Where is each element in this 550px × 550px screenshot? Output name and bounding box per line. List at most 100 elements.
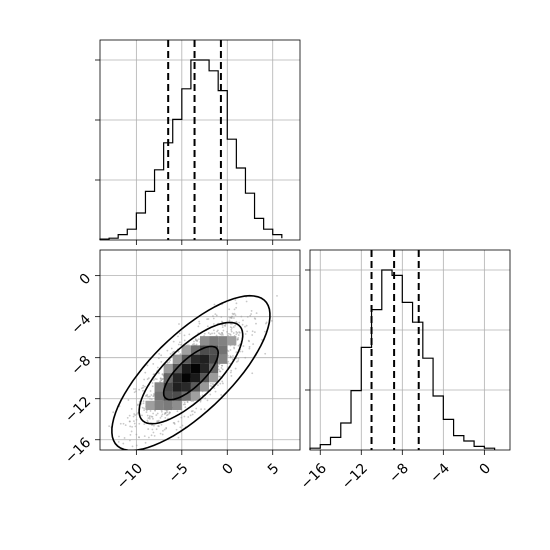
sample-point [153, 379, 155, 381]
sample-point [126, 416, 129, 419]
sample-point [253, 331, 256, 334]
sample-point [232, 326, 235, 328]
sample-point [150, 394, 153, 396]
density-cell [200, 336, 210, 346]
sample-point [159, 377, 162, 380]
sample-point [270, 319, 273, 322]
sample-point [155, 378, 158, 381]
sample-point [220, 394, 223, 396]
sample-point [251, 330, 254, 333]
x-tick-label: −12 [339, 460, 371, 492]
quantile-lines-right [370, 250, 420, 450]
sample-point [207, 332, 210, 334]
sample-point [209, 393, 212, 396]
histogram-bin [200, 60, 209, 240]
sample-point [160, 410, 163, 413]
sample-point [129, 425, 132, 428]
sample-point [135, 418, 138, 421]
sample-point [229, 355, 232, 358]
sample-point [132, 415, 135, 418]
histogram-bin [245, 193, 254, 240]
sample-point [160, 354, 163, 357]
sample-point [184, 403, 186, 406]
sample-point [178, 323, 180, 325]
sample-point [249, 314, 252, 317]
sample-point [170, 347, 173, 350]
sample-point [146, 419, 149, 422]
sample-point [159, 432, 162, 435]
sample-point [214, 313, 217, 315]
sample-point [221, 331, 224, 334]
sample-point [230, 330, 233, 333]
sample-point [195, 343, 198, 346]
sample-point [192, 410, 194, 412]
sample-point [220, 316, 223, 318]
sample-point [165, 409, 168, 412]
sample-point [181, 424, 184, 427]
density-cell [227, 336, 237, 346]
sample-point [230, 369, 233, 372]
x-tick-label: −4 [427, 460, 453, 486]
sample-point [197, 325, 200, 328]
sample-point [146, 393, 149, 396]
sample-point [159, 416, 162, 419]
sample-point [224, 325, 227, 327]
sample-point [135, 388, 137, 390]
sample-point [240, 315, 243, 318]
sample-point [231, 315, 233, 318]
sample-point [206, 399, 209, 402]
sample-point [147, 377, 150, 380]
x-tick-label: −10 [114, 460, 146, 492]
sample-point [171, 352, 174, 354]
sample-point [222, 334, 224, 336]
marginal-histogram-x2: −16 −12 −8 −4 0 [298, 249, 511, 493]
sample-point [238, 331, 241, 334]
sample-point [162, 453, 164, 455]
x-tick-label: 0 [219, 460, 237, 478]
histogram-bin [164, 143, 173, 240]
sample-point [117, 441, 120, 443]
sample-point [191, 343, 194, 346]
sample-point [209, 333, 212, 336]
sample-point [112, 411, 115, 414]
density-cell [190, 345, 200, 355]
sample-point [265, 322, 267, 325]
sample-point [133, 413, 136, 415]
sample-point [148, 417, 151, 420]
histogram-right [309, 269, 496, 450]
sample-point [251, 334, 254, 336]
sample-point [135, 433, 138, 436]
sample-point [227, 350, 230, 353]
sample-point [177, 343, 180, 346]
histogram-bin [361, 347, 371, 450]
sample-point [212, 323, 215, 325]
density-cell [190, 373, 200, 383]
sample-point [231, 358, 234, 361]
sample-point [135, 444, 138, 447]
sample-point [206, 325, 209, 328]
sample-point [160, 423, 163, 426]
sample-point [152, 394, 155, 397]
histogram-bin [255, 218, 264, 240]
sample-point [232, 332, 235, 334]
sample-point [168, 361, 171, 363]
sample-point [183, 334, 186, 337]
sample-point [142, 384, 145, 387]
sample-point [156, 366, 159, 369]
sample-point [222, 382, 224, 385]
sample-point [246, 330, 249, 333]
sample-point [160, 360, 163, 363]
sample-point [234, 367, 237, 370]
histogram-step-line [99, 59, 283, 240]
sample-point [172, 422, 175, 424]
histogram-bin [182, 89, 191, 240]
sample-point [161, 413, 164, 416]
sample-point [245, 300, 248, 303]
sample-point [161, 373, 164, 375]
sample-point [143, 435, 146, 438]
density-cell [163, 391, 173, 401]
sample-point [118, 435, 120, 438]
sample-point [177, 436, 180, 439]
sample-point [230, 328, 233, 331]
sample-point [157, 357, 160, 360]
